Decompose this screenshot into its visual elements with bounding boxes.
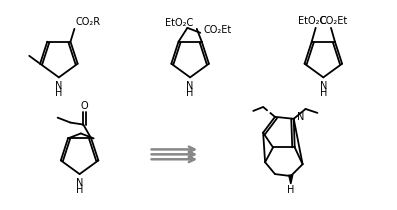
Text: EtO₂C: EtO₂C (165, 18, 193, 28)
Text: H: H (320, 88, 327, 98)
Text: H: H (187, 88, 194, 98)
Text: CO₂Et: CO₂Et (204, 25, 232, 35)
Text: N: N (55, 81, 63, 91)
Text: O: O (81, 101, 88, 111)
Text: CO₂Et: CO₂Et (319, 16, 347, 26)
Text: CO₂R: CO₂R (76, 17, 101, 27)
Text: N: N (297, 112, 304, 122)
Polygon shape (289, 175, 293, 184)
Text: N: N (187, 81, 194, 91)
Text: N: N (320, 81, 327, 91)
Text: EtO₂C: EtO₂C (298, 16, 326, 26)
Text: H: H (76, 185, 83, 195)
Text: H: H (287, 185, 295, 195)
Text: N: N (76, 178, 83, 188)
Text: H: H (55, 88, 63, 98)
